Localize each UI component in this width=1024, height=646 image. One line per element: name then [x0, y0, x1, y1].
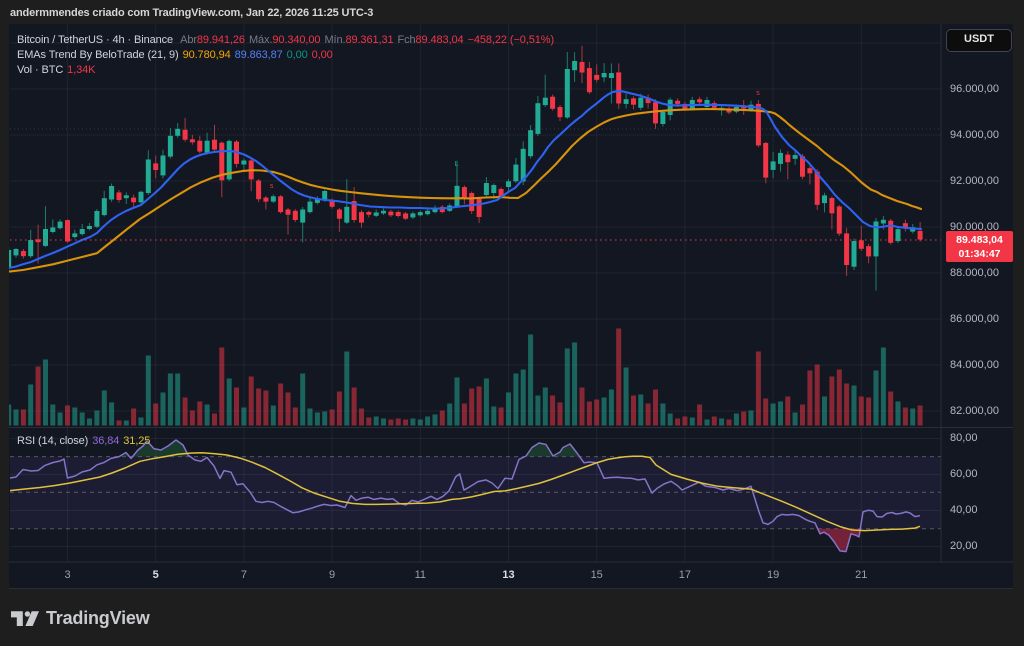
svg-text:s: s — [270, 183, 274, 190]
svg-text:L: L — [455, 161, 459, 168]
svg-text:s: s — [756, 90, 760, 97]
